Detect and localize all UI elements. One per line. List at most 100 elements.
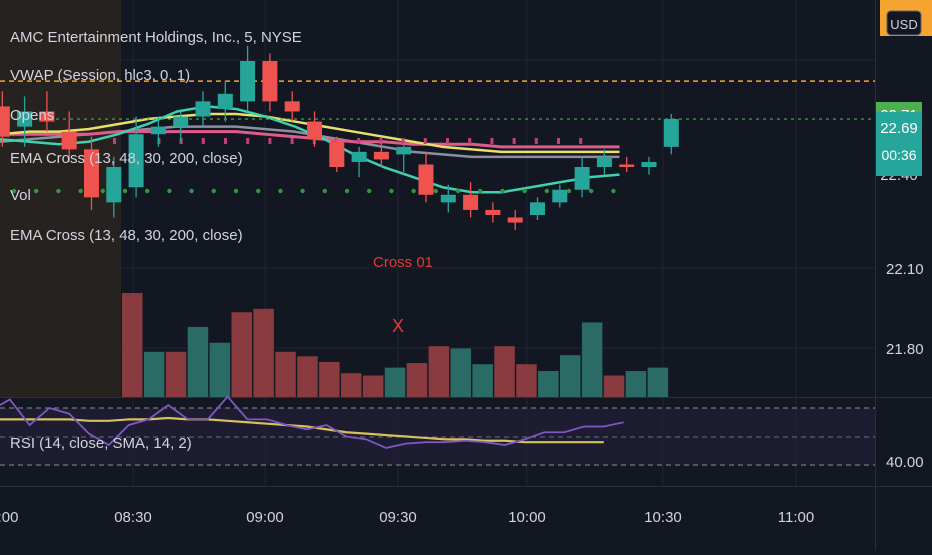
volume-bar-4 xyxy=(209,342,231,397)
volume-bar-7 xyxy=(275,351,296,397)
indicator-vol[interactable]: Vol xyxy=(10,187,31,204)
vol-dot-17 xyxy=(389,188,394,194)
rsi-lines xyxy=(0,395,624,449)
currency-label: USD xyxy=(890,17,917,32)
volume-bar-24 xyxy=(647,367,669,397)
vol-dot-7 xyxy=(167,188,172,194)
candle-body-16 xyxy=(329,141,345,168)
symbol-title[interactable]: AMC Entertainment Holdings, Inc., 5, NYS… xyxy=(10,29,302,46)
volume-bar-14 xyxy=(428,346,450,397)
candle-body-19 xyxy=(396,146,412,155)
rsi-line xyxy=(0,395,624,449)
candle-body-7 xyxy=(128,134,144,188)
vol-dot-0 xyxy=(11,188,17,194)
rsi-ma-line xyxy=(0,416,604,444)
opens-marker-19 xyxy=(534,138,538,144)
candles xyxy=(0,45,679,231)
candle-body-24 xyxy=(507,217,523,223)
vol-dot-8 xyxy=(189,188,194,194)
cross-mark: X xyxy=(392,316,404,336)
candle-body-6 xyxy=(106,167,122,203)
volume-bar-2 xyxy=(165,351,187,397)
price-badge-last-text: 22.69 xyxy=(880,120,918,137)
candle-body-22 xyxy=(463,194,479,210)
time-tick-1030: 10:30 xyxy=(644,509,682,526)
vol-dot-22 xyxy=(500,188,505,194)
candle-body-23 xyxy=(485,209,501,215)
vol-dot-10 xyxy=(233,188,239,194)
cross-label: Cross 01 xyxy=(373,254,433,271)
volume-bar-5 xyxy=(231,312,252,397)
volume-bar-23 xyxy=(625,371,647,397)
currency-button[interactable] xyxy=(886,10,922,36)
candle-body-27 xyxy=(574,167,590,190)
opens-marker-16 xyxy=(468,138,472,144)
volume-bar-9 xyxy=(319,361,340,397)
vol-dot-3 xyxy=(78,188,83,194)
price-axis[interactable]: USD 22.71 22.69 00:36 22.40 22.10 21.80 … xyxy=(876,0,932,471)
candle-body-11 xyxy=(217,93,233,109)
indicator-ema-cross-1[interactable]: EMA Cross (13, 48, 30, 200, close) xyxy=(10,150,243,167)
vol-dot-27 xyxy=(611,188,616,194)
candle-body-30 xyxy=(641,161,657,168)
price-tick-21-80: 21.80 xyxy=(886,341,924,358)
candle-body-17 xyxy=(351,151,367,162)
volume-bar-3 xyxy=(187,326,209,397)
rsi-tick-40: 40.00 xyxy=(886,454,924,471)
candle-body-18 xyxy=(373,151,389,160)
candle-body-12 xyxy=(240,60,256,102)
indicator-vwap[interactable]: VWAP (Session, hlc3, 0, 1) xyxy=(10,67,190,84)
opens-marker-21 xyxy=(579,138,583,144)
time-tick-1100: 11:00 xyxy=(778,509,814,526)
opens-marker-18 xyxy=(512,138,516,144)
candle-body-14 xyxy=(284,101,300,112)
vol-dot-23 xyxy=(522,188,527,194)
vol-dot-6 xyxy=(145,188,150,194)
volume-bar-8 xyxy=(297,356,318,397)
opens-marker-8 xyxy=(290,138,294,144)
opens-marker-5 xyxy=(224,138,227,144)
time-tick-0900: 09:00 xyxy=(246,509,284,526)
vol-markers xyxy=(11,188,616,194)
candle-body-20 xyxy=(418,164,434,195)
opens-marker-13 xyxy=(401,138,405,144)
candle-body-2 xyxy=(17,111,33,127)
volume-bar-22 xyxy=(603,375,625,397)
time-axis[interactable]: :00 08:30 09:00 09:30 10:00 10:30 11:00 xyxy=(0,509,814,526)
opens-marker-4 xyxy=(201,138,205,144)
vol-dot-12 xyxy=(278,188,283,194)
vol-dot-13 xyxy=(300,188,305,194)
volume-bar-1 xyxy=(143,351,165,397)
opens-marker-7 xyxy=(268,138,272,144)
time-tick-1000: 10:00 xyxy=(508,509,546,526)
volume-bar-0 xyxy=(122,293,143,397)
candle-body-25 xyxy=(530,202,545,215)
vol-dot-14 xyxy=(322,188,327,194)
candle-body-10 xyxy=(195,101,211,117)
volume-bar-12 xyxy=(384,367,406,397)
volume-bar-18 xyxy=(516,364,537,397)
indicator-ema-cross-2[interactable]: EMA Cross (13, 48, 30, 200, close) xyxy=(10,227,243,244)
vol-dot-24 xyxy=(544,188,549,194)
indicator-opens[interactable]: Opens xyxy=(10,107,54,124)
volume-bar-21 xyxy=(581,322,603,397)
opens-marker-6 xyxy=(246,138,250,144)
candle-body-15 xyxy=(307,121,322,140)
volume-bar-16 xyxy=(472,364,493,397)
vol-dot-5 xyxy=(122,188,128,194)
vol-dot-16 xyxy=(367,188,372,194)
vol-dot-21 xyxy=(478,188,483,194)
candle-body-26 xyxy=(552,189,568,203)
volume-bar-17 xyxy=(494,346,515,397)
opens-marker-20 xyxy=(557,138,560,144)
price-badge-last xyxy=(876,112,922,176)
volume-bar-11 xyxy=(362,375,384,397)
candle-body-29 xyxy=(619,164,635,168)
indicator-rsi[interactable]: RSI (14, close, SMA, 14, 2) xyxy=(10,435,192,452)
price-tick-22-10: 22.10 xyxy=(886,261,924,278)
vol-dot-4 xyxy=(100,188,106,194)
candle-body-13 xyxy=(262,60,278,102)
candle-body-3 xyxy=(39,111,55,122)
